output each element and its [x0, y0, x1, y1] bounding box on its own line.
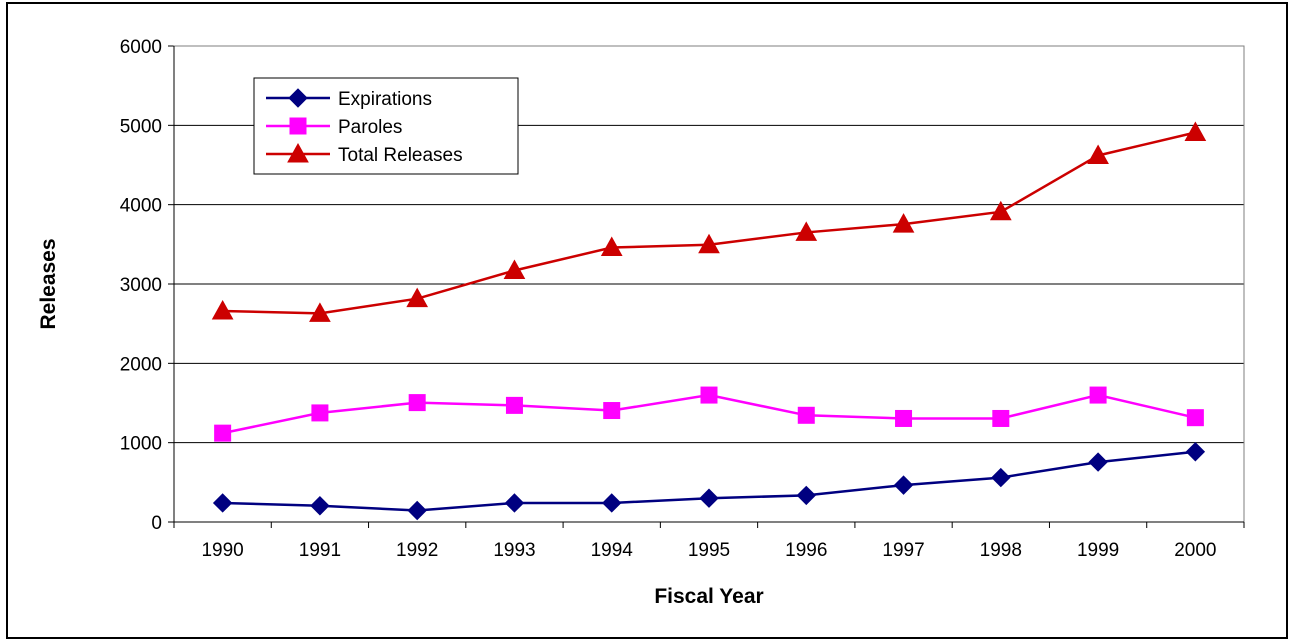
- legend-swatch-marker: [289, 117, 307, 135]
- x-tick-label: 1996: [785, 540, 827, 561]
- legend-label: Expirations: [338, 89, 432, 110]
- x-tick-label: 1998: [980, 540, 1022, 561]
- data-point-marker: [1184, 121, 1207, 141]
- data-point-marker: [700, 386, 718, 404]
- data-point-marker: [504, 493, 525, 513]
- data-point-marker: [989, 200, 1012, 221]
- data-point-marker: [211, 299, 234, 320]
- x-axis-title: Fiscal Year: [654, 585, 763, 608]
- data-point-marker: [309, 302, 331, 322]
- data-point-marker: [1089, 386, 1107, 404]
- y-tick-label: 5000: [120, 116, 162, 137]
- data-point-marker: [310, 496, 330, 516]
- data-point-marker: [505, 396, 523, 414]
- axes: 0 1000 2000 3000 4000 5000 6000 1990 1991 1992 199…: [120, 37, 1245, 561]
- data-point-marker: [603, 402, 621, 420]
- legend-swatch-marker: [287, 142, 309, 163]
- data-point-marker: [1087, 144, 1109, 164]
- data-point-marker: [408, 394, 426, 412]
- data-point-marker: [602, 493, 622, 513]
- chart-frame: 0 1000 2000 3000 4000 5000 6000 1990 1991 1992 199…: [6, 2, 1288, 639]
- data-point-marker: [895, 409, 913, 427]
- y-tick-label: 6000: [120, 37, 162, 58]
- data-point-marker: [699, 488, 719, 508]
- data-point-marker: [795, 221, 818, 241]
- data-point-marker: [992, 409, 1010, 427]
- x-tick-label: 1999: [1077, 540, 1119, 561]
- data-point-marker: [214, 424, 232, 442]
- legend: Expirations Paroles Total Releases: [253, 77, 519, 175]
- series-total-releases: [211, 121, 1207, 322]
- y-axis-title: Releases: [37, 238, 60, 329]
- legend-item: Expirations: [266, 88, 432, 110]
- data-point-marker: [600, 236, 623, 257]
- x-tick-label: 2000: [1174, 540, 1216, 561]
- data-point-marker: [1186, 409, 1204, 427]
- series-paroles: [214, 386, 1204, 442]
- data-point-marker: [503, 259, 526, 280]
- data-point-marker: [406, 287, 429, 308]
- legend-label: Paroles: [338, 117, 402, 138]
- data-point-marker: [1088, 452, 1108, 472]
- y-tick-label: 1000: [120, 434, 162, 455]
- y-tick-label: 4000: [120, 196, 162, 217]
- data-point-marker: [212, 493, 233, 513]
- data-point-marker: [407, 500, 427, 521]
- series-expirations: [212, 442, 1206, 521]
- x-tick-label: 1993: [493, 540, 535, 561]
- x-tick-label: 1994: [591, 540, 634, 561]
- y-tick-label: 0: [151, 513, 162, 534]
- legend-item: Paroles: [266, 117, 402, 138]
- x-tick-label: 1995: [688, 540, 730, 561]
- x-tick-label: 1992: [396, 540, 438, 561]
- legend-item: Total Releases: [266, 142, 463, 166]
- y-tick-label: 3000: [120, 275, 162, 296]
- legend-swatch-marker: [288, 88, 308, 108]
- data-point-marker: [991, 467, 1011, 488]
- data-point-marker: [893, 475, 914, 495]
- data-point-marker: [1185, 442, 1206, 462]
- y-tick-label: 2000: [120, 354, 162, 375]
- data-point-marker: [797, 406, 815, 424]
- x-tick-label: 1997: [882, 540, 924, 561]
- x-tick-label: 1990: [201, 540, 243, 561]
- data-point-marker: [311, 404, 329, 422]
- legend-label: Total Releases: [338, 145, 463, 166]
- data-point-marker: [796, 485, 816, 506]
- line-chart: 0 1000 2000 3000 4000 5000 6000 1990 1991 1992 199…: [37, 37, 1245, 608]
- series-group: [211, 121, 1207, 521]
- data-point-marker: [892, 213, 915, 233]
- data-point-marker: [698, 233, 720, 254]
- x-tick-label: 1991: [299, 540, 341, 561]
